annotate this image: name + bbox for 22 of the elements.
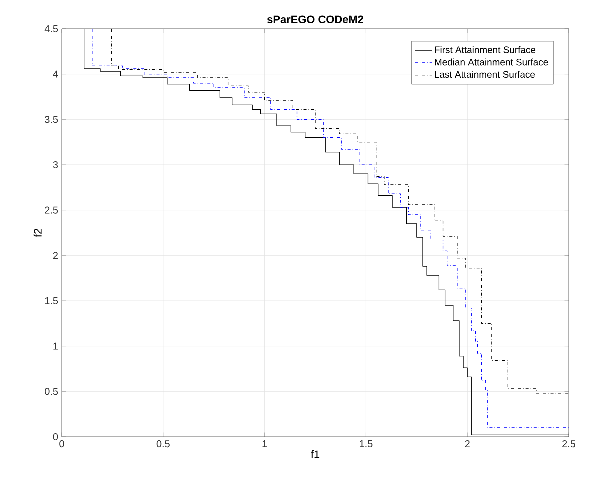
legend-label: Last Attainment Surface	[435, 71, 536, 78]
y-tick-label: 2.5	[45, 206, 58, 214]
x-tick-label: 0.5	[156, 440, 170, 448]
chart-title: sParEGO CODeM2	[267, 16, 364, 24]
y-tick-label: 3	[53, 161, 58, 169]
x-tick-label: 0	[60, 440, 64, 448]
legend-label: Median Attainment Surface	[435, 58, 548, 66]
y-tick-label: 1	[54, 342, 58, 350]
y-axis-title: f2	[34, 228, 42, 238]
x-tick-label: 2.5	[562, 440, 576, 448]
x-tick-label: 1.5	[360, 440, 373, 448]
y-tick-label: 0	[53, 433, 58, 441]
y-tick-label: 2	[53, 252, 58, 260]
x-axis-title: f1	[311, 450, 320, 458]
y-tick-label: 4.5	[44, 26, 58, 32]
x-tick-label: 1	[262, 440, 268, 448]
legend-label: First Attainment Surface	[435, 46, 536, 54]
y-tick-label: 3.5	[45, 116, 58, 124]
y-tick-label: 4	[53, 70, 58, 78]
x-tick-label: 2	[465, 440, 470, 448]
y-tick-label: 1.5	[45, 298, 58, 304]
y-tick-label: 0.5	[45, 388, 58, 396]
